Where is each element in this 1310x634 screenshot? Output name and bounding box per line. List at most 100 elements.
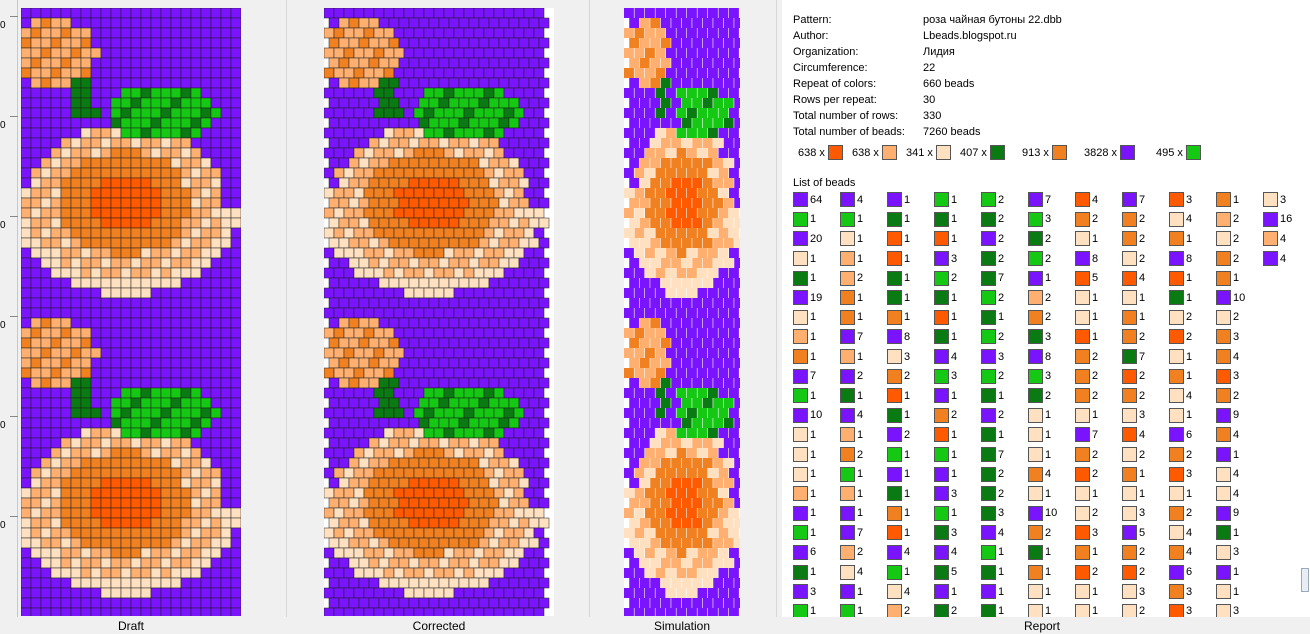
bead[interactable] (70, 267, 82, 279)
bead[interactable] (190, 117, 202, 129)
bead[interactable] (30, 257, 42, 269)
bead[interactable] (533, 67, 545, 79)
bead[interactable] (676, 528, 687, 538)
bead[interactable] (666, 8, 676, 18)
bead[interactable] (70, 97, 82, 109)
bead[interactable] (655, 8, 666, 18)
bead[interactable] (190, 597, 202, 609)
bead[interactable] (458, 417, 470, 429)
bead[interactable] (666, 328, 676, 338)
bead[interactable] (30, 77, 42, 89)
bead[interactable] (200, 597, 212, 609)
bead[interactable] (478, 377, 490, 389)
bead[interactable] (50, 157, 62, 169)
bead[interactable] (110, 357, 122, 369)
bead[interactable] (671, 298, 682, 308)
bead[interactable] (70, 547, 82, 559)
bead[interactable] (100, 107, 112, 119)
bead[interactable] (729, 588, 739, 598)
bead[interactable] (473, 427, 485, 439)
bead[interactable] (528, 137, 540, 149)
bead[interactable] (30, 187, 42, 199)
bead[interactable] (666, 368, 676, 378)
bead[interactable] (130, 317, 142, 329)
bead[interactable] (220, 267, 232, 279)
bead[interactable] (692, 138, 703, 148)
bead[interactable] (463, 167, 475, 179)
bead[interactable] (438, 297, 450, 309)
bead[interactable] (488, 497, 500, 509)
bead[interactable] (518, 37, 530, 49)
bead[interactable] (170, 367, 182, 379)
bead[interactable] (498, 117, 510, 129)
bead[interactable] (655, 128, 666, 138)
bead[interactable] (473, 247, 485, 259)
bead[interactable] (448, 477, 460, 489)
bead[interactable] (353, 587, 365, 599)
bead[interactable] (629, 418, 640, 428)
bead[interactable] (413, 387, 425, 399)
bead[interactable] (160, 347, 172, 359)
bead[interactable] (692, 558, 703, 568)
bead[interactable] (180, 447, 192, 459)
bead[interactable] (210, 297, 222, 309)
bead[interactable] (338, 377, 350, 389)
bead[interactable] (697, 88, 708, 98)
bead[interactable] (140, 397, 152, 409)
bead[interactable] (140, 417, 152, 429)
bead[interactable] (100, 427, 112, 439)
bead[interactable] (373, 567, 385, 579)
bead[interactable] (523, 387, 535, 399)
bead[interactable] (200, 57, 212, 69)
bead[interactable] (230, 217, 241, 229)
bead[interactable] (513, 327, 525, 339)
bead[interactable] (50, 57, 62, 69)
bead[interactable] (443, 547, 455, 559)
bead[interactable] (676, 468, 687, 478)
bead[interactable] (388, 37, 400, 49)
bead[interactable] (488, 217, 500, 229)
bead[interactable] (80, 387, 92, 399)
bead[interactable] (423, 327, 435, 339)
bead[interactable] (483, 347, 495, 359)
bead[interactable] (210, 377, 222, 389)
bead[interactable] (90, 227, 102, 239)
bead[interactable] (200, 8, 212, 19)
bead[interactable] (692, 18, 703, 28)
bead[interactable] (348, 297, 360, 309)
bead[interactable] (343, 87, 355, 99)
bead[interactable] (130, 547, 142, 559)
bead[interactable] (438, 437, 450, 449)
bead[interactable] (100, 337, 112, 349)
bead[interactable] (40, 517, 52, 529)
bead[interactable] (230, 17, 241, 29)
bead[interactable] (660, 238, 671, 248)
bead[interactable] (40, 167, 52, 179)
bead[interactable] (383, 147, 395, 159)
bead[interactable] (90, 557, 102, 569)
bead[interactable] (130, 427, 142, 439)
bead[interactable] (160, 507, 172, 519)
bead[interactable] (629, 218, 640, 228)
bead[interactable] (368, 437, 380, 449)
bead[interactable] (333, 227, 345, 239)
bead[interactable] (443, 367, 455, 379)
bead[interactable] (697, 548, 708, 558)
bead[interactable] (655, 388, 666, 398)
bead[interactable] (453, 427, 465, 439)
bead[interactable] (488, 437, 500, 449)
bead[interactable] (645, 608, 655, 616)
bead[interactable] (353, 207, 365, 219)
bead[interactable] (190, 537, 202, 549)
bead[interactable] (180, 327, 192, 339)
bead[interactable] (100, 327, 112, 339)
bead[interactable] (100, 387, 112, 399)
bead[interactable] (533, 187, 545, 199)
bead[interactable] (713, 498, 724, 508)
bead[interactable] (40, 8, 52, 19)
bead[interactable] (398, 437, 410, 449)
bead[interactable] (687, 168, 697, 178)
bead[interactable] (338, 157, 350, 169)
bead[interactable] (378, 497, 390, 509)
bead[interactable] (388, 277, 400, 289)
